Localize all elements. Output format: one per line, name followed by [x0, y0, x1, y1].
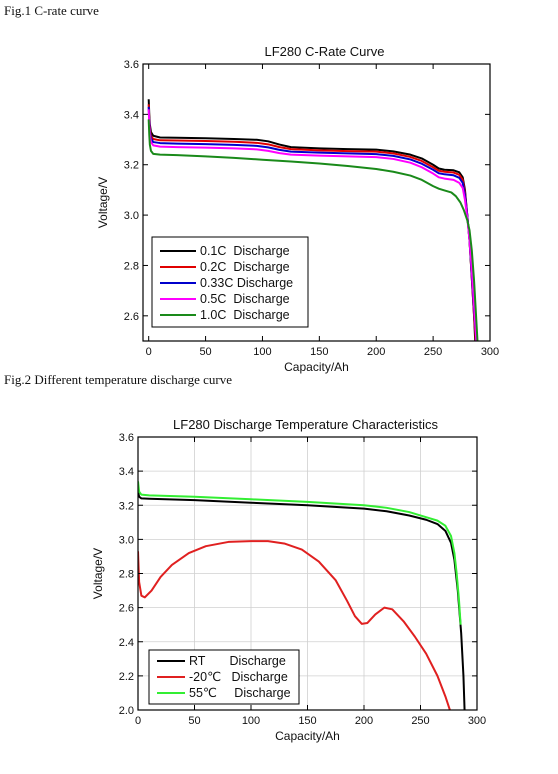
legend-label: -20℃ Discharge: [189, 670, 288, 684]
y-tick-label: 3.4: [124, 109, 139, 121]
y-tick-label: 3.0: [124, 210, 139, 222]
y-tick-label: 3.4: [119, 466, 134, 478]
series-line-3: [147, 109, 478, 341]
x-tick-label: 50: [199, 346, 211, 358]
x-tick-label: 150: [310, 346, 328, 358]
y-tick-label: 3.6: [124, 59, 139, 71]
y-axis-label: Voltage/V: [96, 177, 110, 228]
x-tick-label: 300: [481, 346, 499, 358]
x-tick-label: 100: [253, 346, 271, 358]
x-tick-label: 100: [242, 715, 260, 727]
plot-frame: [142, 63, 491, 342]
legend-label: 0.33C Discharge: [200, 276, 293, 290]
y-tick-label: 2.6: [124, 311, 139, 323]
x-tick-label: 0: [146, 346, 152, 358]
y-tick-label: 3.2: [124, 160, 139, 172]
y-tick-label: 3.0: [119, 534, 134, 546]
y-axis-label: Voltage/V: [91, 548, 105, 599]
y-tick-label: 2.8: [124, 260, 139, 272]
x-tick-label: 250: [411, 715, 429, 727]
legend-label: 1.0C Discharge: [200, 308, 290, 322]
legend-label: 0.5C Discharge: [200, 292, 290, 306]
x-tick-label: 200: [355, 715, 373, 727]
figure-1-caption: Fig.1 C-rate curve: [4, 3, 99, 18]
legend-label: 0.1C Discharge: [200, 244, 290, 258]
y-tick-label: 3.6: [119, 432, 134, 444]
chart-title: LF280 C-Rate Curve: [265, 44, 385, 59]
x-tick-label: 200: [367, 346, 385, 358]
x-axis-label: Capacity/Ah: [284, 360, 349, 374]
figure-2-caption: Fig.2 Different temperature discharge cu…: [4, 372, 233, 387]
series-line-4: [147, 119, 479, 341]
temperature-discharge-chart: 0 50 100 150 200 250 300 2.0 2.2 2.4 2.6 2.8 3.0 3.2 3…: [91, 417, 486, 743]
y-tick-label: 2.8: [119, 569, 134, 581]
series-line-2: [138, 481, 462, 625]
y-tick-label: 2.2: [119, 671, 134, 683]
x-axis-label: Capacity/Ah: [275, 729, 340, 743]
x-tick-label: 250: [424, 346, 442, 358]
legend-label: 55℃ Discharge: [189, 686, 291, 700]
c-rate-chart: 0 50 100 150 200 250 300 2.6 2.8 3.0 3.2 3.4 3.6 LF28…: [96, 44, 499, 374]
y-tick-label: 2.4: [119, 637, 134, 649]
y-tick-label: 2.0: [119, 705, 134, 717]
x-tick-label: 150: [298, 715, 316, 727]
y-tick-label: 3.2: [119, 500, 134, 512]
legend-label: RT Discharge: [189, 654, 286, 668]
series-line-1: [138, 540, 451, 710]
legend-label: 0.2C Discharge: [200, 260, 290, 274]
x-tick-label: 0: [135, 715, 141, 727]
chart-title: LF280 Discharge Temperature Characterist…: [173, 417, 438, 432]
x-tick-label: 300: [468, 715, 486, 727]
y-tick-label: 2.6: [119, 603, 134, 615]
x-tick-label: 50: [188, 715, 200, 727]
